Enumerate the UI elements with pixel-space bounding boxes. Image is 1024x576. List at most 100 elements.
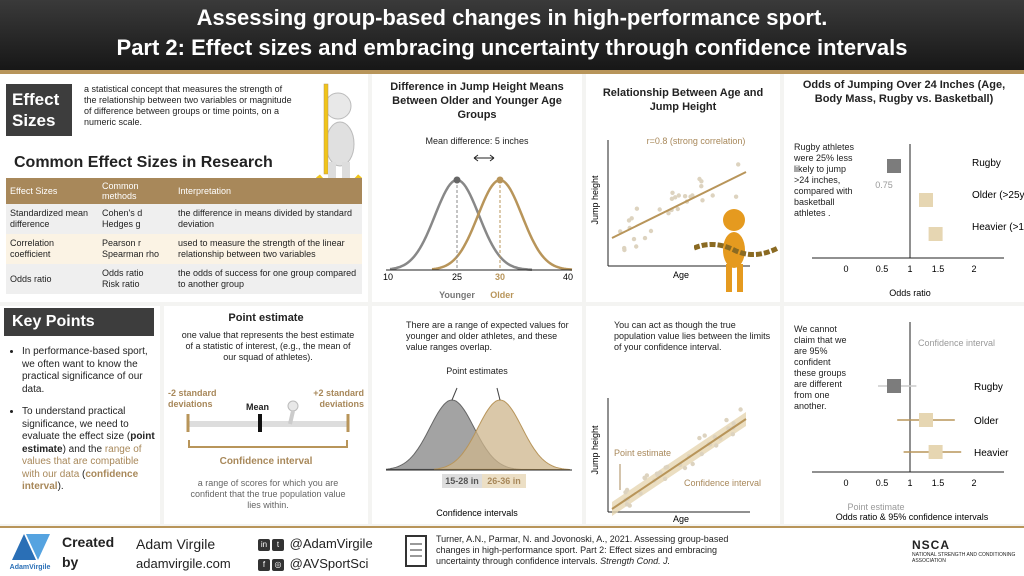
key-points-panel: Key Points In performance-based sport, w… [0, 306, 160, 524]
scatter-point [682, 465, 688, 471]
social-handle-1[interactable]: @AdamVirgile [289, 536, 373, 551]
author-name: Adam Virgile [136, 536, 216, 552]
effect-sizes-definition: a statistical concept that measures the … [84, 84, 292, 127]
odds-x-label: Odds ratio [889, 288, 931, 298]
odds-title: Odds of Jumping Over 24 Inches (Age, Bod… [802, 79, 1006, 105]
social-handle-2[interactable]: @AVSportSci [289, 556, 369, 571]
table-cell: Odds ratio Risk ratio [98, 264, 174, 294]
relationship-panel: Relationship Between Age and Jump Height… [586, 74, 780, 302]
scatter-point [714, 443, 719, 448]
relationship-ci-chart: Jump height Point estimate Confidence in… [590, 398, 761, 524]
chain-figure-icon [694, 209, 778, 292]
scatter-point [697, 435, 702, 441]
scatter-point [662, 476, 668, 481]
odds-ci-label-older: Older [974, 416, 999, 427]
av-logo-text: AdamVirgile [9, 564, 51, 571]
point-estimate-title: Point estimate [228, 312, 304, 324]
key-point-2-mid: ) and the [62, 443, 105, 455]
scatter-point [648, 228, 654, 234]
x-tick-label: 30 [495, 272, 505, 282]
scatter-point [736, 162, 741, 167]
scatter-point [699, 451, 704, 457]
scatter-point [642, 235, 648, 241]
scatter-point [730, 432, 735, 437]
odds-note: Rugby athletes were 25% less likely to j… [794, 142, 855, 218]
scatter-point [638, 491, 643, 496]
table-cell: the odds of success for one group compar… [174, 264, 362, 294]
author-site[interactable]: adamvirgile.com [136, 556, 231, 571]
odds-ratio-chart: 0.75 Rugby Older (>25yr) Heavier (>150lb… [812, 144, 1024, 298]
point-estimates-label: Point estimates [446, 366, 508, 376]
younger-distribution-curve [389, 178, 533, 271]
table-cell: used to measure the strength of the line… [174, 234, 362, 264]
odds-label-heavier-text: Heavier (>150lb) [972, 222, 1024, 233]
older-range-fill [433, 399, 571, 471]
table-header-row: Effect Sizes Common methods Interpretati… [6, 178, 362, 204]
relationship-title: Relationship Between Age and Jump Height [602, 87, 764, 113]
social-row-2: f ◎ @AVSportSci [258, 556, 368, 571]
point-estimate-panel: Point estimate one value that represents… [164, 306, 368, 524]
ranges-desc: There are a range of expected values for… [406, 320, 569, 352]
table-cell: Correlation coefficient [6, 234, 98, 264]
table-header-cell: Effect Sizes [6, 178, 98, 204]
scatter-point [690, 193, 695, 198]
odds-tick: 1.5 [932, 264, 945, 274]
odds-tick: 1 [907, 264, 912, 274]
key-point-2-bold2: confidence interval [22, 468, 139, 493]
scatter-point [666, 211, 671, 216]
scatter-point [731, 421, 736, 426]
odds-label-heavier: Heavier (>150lb) [972, 222, 1024, 233]
jump-diff-chart: 10 25 30 40 Younger Older [383, 154, 573, 300]
scatter-point [738, 407, 743, 412]
nsca-logo-sub: NATIONAL STRENGTH AND CONDITIONING ASSOC… [912, 552, 1016, 564]
confidence-interval-title: Confidence interval [219, 456, 313, 467]
scatter-point [663, 465, 668, 470]
odds-label-older-text: Older (>25yr) [972, 190, 1024, 201]
odds-ci-chart: Confidence interval Point estimate Rugby… [812, 322, 1009, 522]
relationship-y-label: Jump height [590, 175, 600, 225]
relationship-x-label: Age [673, 270, 689, 280]
scatter-point [700, 198, 705, 203]
page-title-line2: Part 2: Effect sizes and embracing uncer… [116, 35, 908, 60]
odds-point-rugby [887, 159, 901, 173]
ci-point-older [919, 413, 933, 427]
ranges-x-label: Confidence intervals [436, 508, 518, 518]
key-point-2-end: ). [57, 481, 64, 492]
scatter-point [658, 470, 663, 475]
scatter-point [634, 244, 639, 249]
younger-label: Younger [439, 290, 475, 300]
relationship-r-label: r=0.8 (strong correlation) [647, 136, 746, 146]
table-cell: Odds ratio [6, 264, 98, 294]
odds-ci-x-label: Odds ratio & 95% confidence intervals [836, 512, 989, 522]
odds-point-older [919, 193, 933, 207]
scatter-point [682, 194, 688, 199]
scatter-point [622, 247, 627, 253]
ci-annotation: Confidence interval [684, 478, 761, 488]
scatter-point [690, 461, 695, 467]
instagram-icon[interactable]: ◎ [272, 558, 284, 571]
key-point-2-bold: point estimate [22, 431, 155, 455]
linkedin-icon[interactable]: in [258, 538, 270, 551]
twitter-icon[interactable]: t [272, 538, 284, 551]
point-estimate-annotation-text: Point estimate [614, 448, 671, 458]
ranges-chart: 15-28 in 26-36 in Confidence intervals [385, 387, 572, 518]
document-icon [405, 535, 427, 567]
scatter-point [724, 417, 729, 423]
odds-tick: 0.5 [876, 264, 889, 274]
citation-main: Turner, A.N., Parmar, N. and Jovonoski, … [436, 534, 729, 566]
scatter-point [631, 236, 637, 242]
ci-bracket [188, 440, 348, 448]
point-estimate-desc: one value that represents the best estim… [181, 330, 355, 362]
facebook-icon[interactable]: f [258, 558, 270, 571]
scatter-point [675, 206, 680, 212]
ci-point-heavier [928, 445, 943, 459]
table-cell: Standardized mean difference [6, 204, 98, 234]
odds-panel: Odds of Jumping Over 24 Inches (Age, Bod… [784, 74, 1024, 302]
odds-ci-note: We cannot claim that we are 95% confiden… [794, 324, 847, 411]
odds-ci-label-rugby: Rugby [974, 382, 1003, 393]
relationship-ci-panel: You can act as though the true populatio… [586, 306, 780, 524]
ci-bar-diagram [186, 400, 350, 432]
scatter-point [699, 184, 704, 189]
older-distribution-curve [431, 178, 573, 271]
ci-point-rugby [887, 379, 901, 393]
